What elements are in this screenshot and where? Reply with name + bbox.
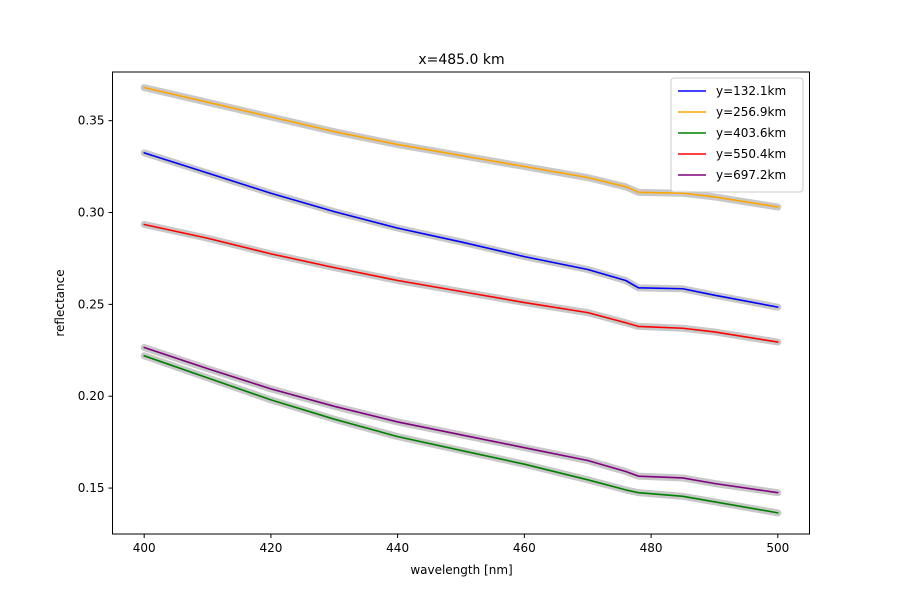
x-tick-label: 400 [133, 541, 156, 555]
series-layer [140, 84, 782, 517]
y-tick-label: 0.25 [78, 297, 105, 311]
x-tick-label: 420 [259, 541, 282, 555]
series-line-y-256-9km [143, 86, 779, 208]
series-line-y-132-1km [143, 152, 779, 308]
x-tick-label: 480 [640, 541, 663, 555]
series-line-y-550-4km [143, 223, 779, 343]
x-tick-label: 500 [766, 541, 789, 555]
x-axis-ticks: 400 420 440 460 480 500 [133, 534, 789, 555]
x-tick-label: 460 [513, 541, 536, 555]
y-tick-label: 0.15 [78, 481, 105, 495]
y-tick-label: 0.20 [78, 389, 105, 403]
legend-label: y=697.2km [716, 168, 786, 182]
y-axis-ticks: 0.15 0.20 0.25 0.30 0.35 [78, 114, 113, 495]
y-tick-label: 0.35 [78, 114, 105, 128]
plot-area-frame [112, 71, 810, 535]
legend-label: y=550.4km [716, 147, 786, 161]
x-axis-label: wavelength [nm] [410, 563, 512, 577]
legend-label: y=256.9km [716, 105, 786, 119]
x-tick-label: 440 [386, 541, 409, 555]
legend-label: y=403.6km [716, 126, 786, 140]
legend-box [670, 77, 804, 193]
series-line-y-403-6km [143, 355, 779, 514]
series-line-y-697-2km [143, 346, 779, 494]
y-axis-label: reflectance [53, 269, 67, 336]
legend-label: y=132.1km [716, 84, 786, 98]
legend: y=132.1km y=256.9km y=403.6km y=550.4km y=69… [670, 77, 804, 193]
y-tick-label: 0.30 [78, 206, 105, 220]
chart-title: x=485.0 km [418, 52, 504, 68]
